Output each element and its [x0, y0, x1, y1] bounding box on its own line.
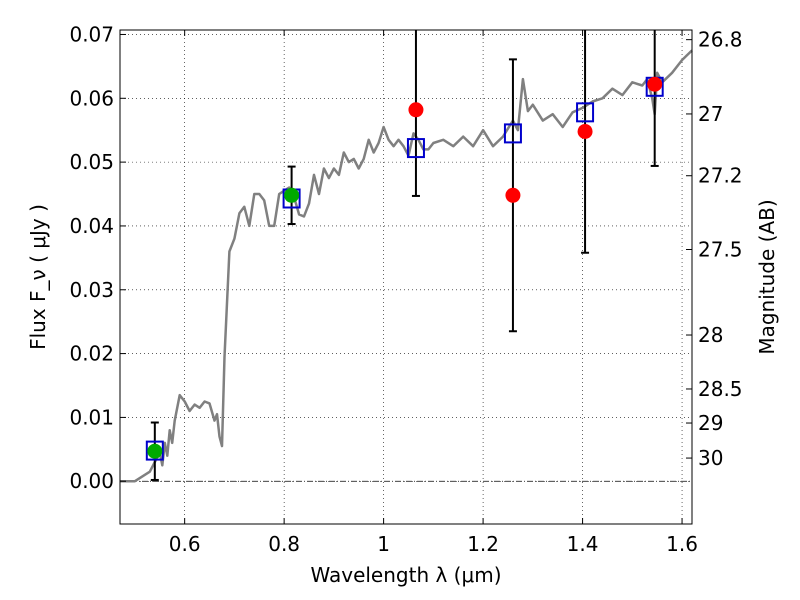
- mag-tick-label: 27.2: [698, 164, 743, 188]
- model-square: [145, 440, 164, 461]
- x-tick-label: 0.6: [169, 532, 201, 556]
- observed-points: [147, 76, 663, 459]
- grid-lines: [120, 30, 692, 524]
- red-point: [647, 76, 663, 92]
- model-photometry-squares: [145, 76, 664, 461]
- y-axis-label: Flux F_ν ( μJy ): [26, 204, 50, 350]
- x-tick-label: 1.4: [567, 532, 599, 556]
- x-tick-label: 1.6: [666, 532, 698, 556]
- detection-point: [284, 187, 300, 203]
- plot-frame: [119, 29, 693, 525]
- model-square: [503, 123, 522, 144]
- x-axis-label: Wavelength λ (μm): [310, 563, 501, 587]
- y-tick-label: 0.01: [69, 405, 114, 429]
- mag-tick-label: 29: [698, 411, 723, 435]
- model-square: [406, 138, 425, 159]
- red-point: [505, 187, 521, 203]
- y-tick-label: 0.00: [69, 469, 114, 493]
- mag-tick-label: 28: [698, 323, 723, 347]
- y-tick-label: 0.02: [69, 342, 114, 366]
- mag-tick-label: 27: [698, 102, 723, 126]
- axis-ticks: 0.6 0.8 1 1.2 1.4 1.6 0.00 0.01 0.02 0.03 0.04 0.05…: [69, 22, 742, 556]
- model-square: [576, 102, 595, 123]
- x-tick-label: 1: [377, 532, 390, 556]
- y-tick-label: 0.04: [69, 214, 114, 238]
- y-tick-label: 0.05: [69, 150, 114, 174]
- x-tick-label: 1.2: [467, 532, 499, 556]
- mag-tick-label: 28.5: [698, 377, 743, 401]
- x-tick-label: 0.8: [268, 532, 300, 556]
- sed-model-curve: [120, 49, 693, 483]
- right-y-axis-label: Magnitude (AB): [755, 199, 779, 354]
- red-point: [408, 102, 424, 118]
- detection-point: [147, 443, 163, 459]
- mag-tick-label: 27.5: [698, 237, 743, 261]
- y-tick-label: 0.06: [69, 86, 114, 110]
- red-point: [577, 123, 593, 139]
- y-tick-label: 0.03: [69, 278, 114, 302]
- mag-tick-label: 30: [698, 446, 723, 470]
- mag-tick-label: 26.8: [698, 28, 743, 52]
- y-tick-label: 0.07: [69, 22, 114, 46]
